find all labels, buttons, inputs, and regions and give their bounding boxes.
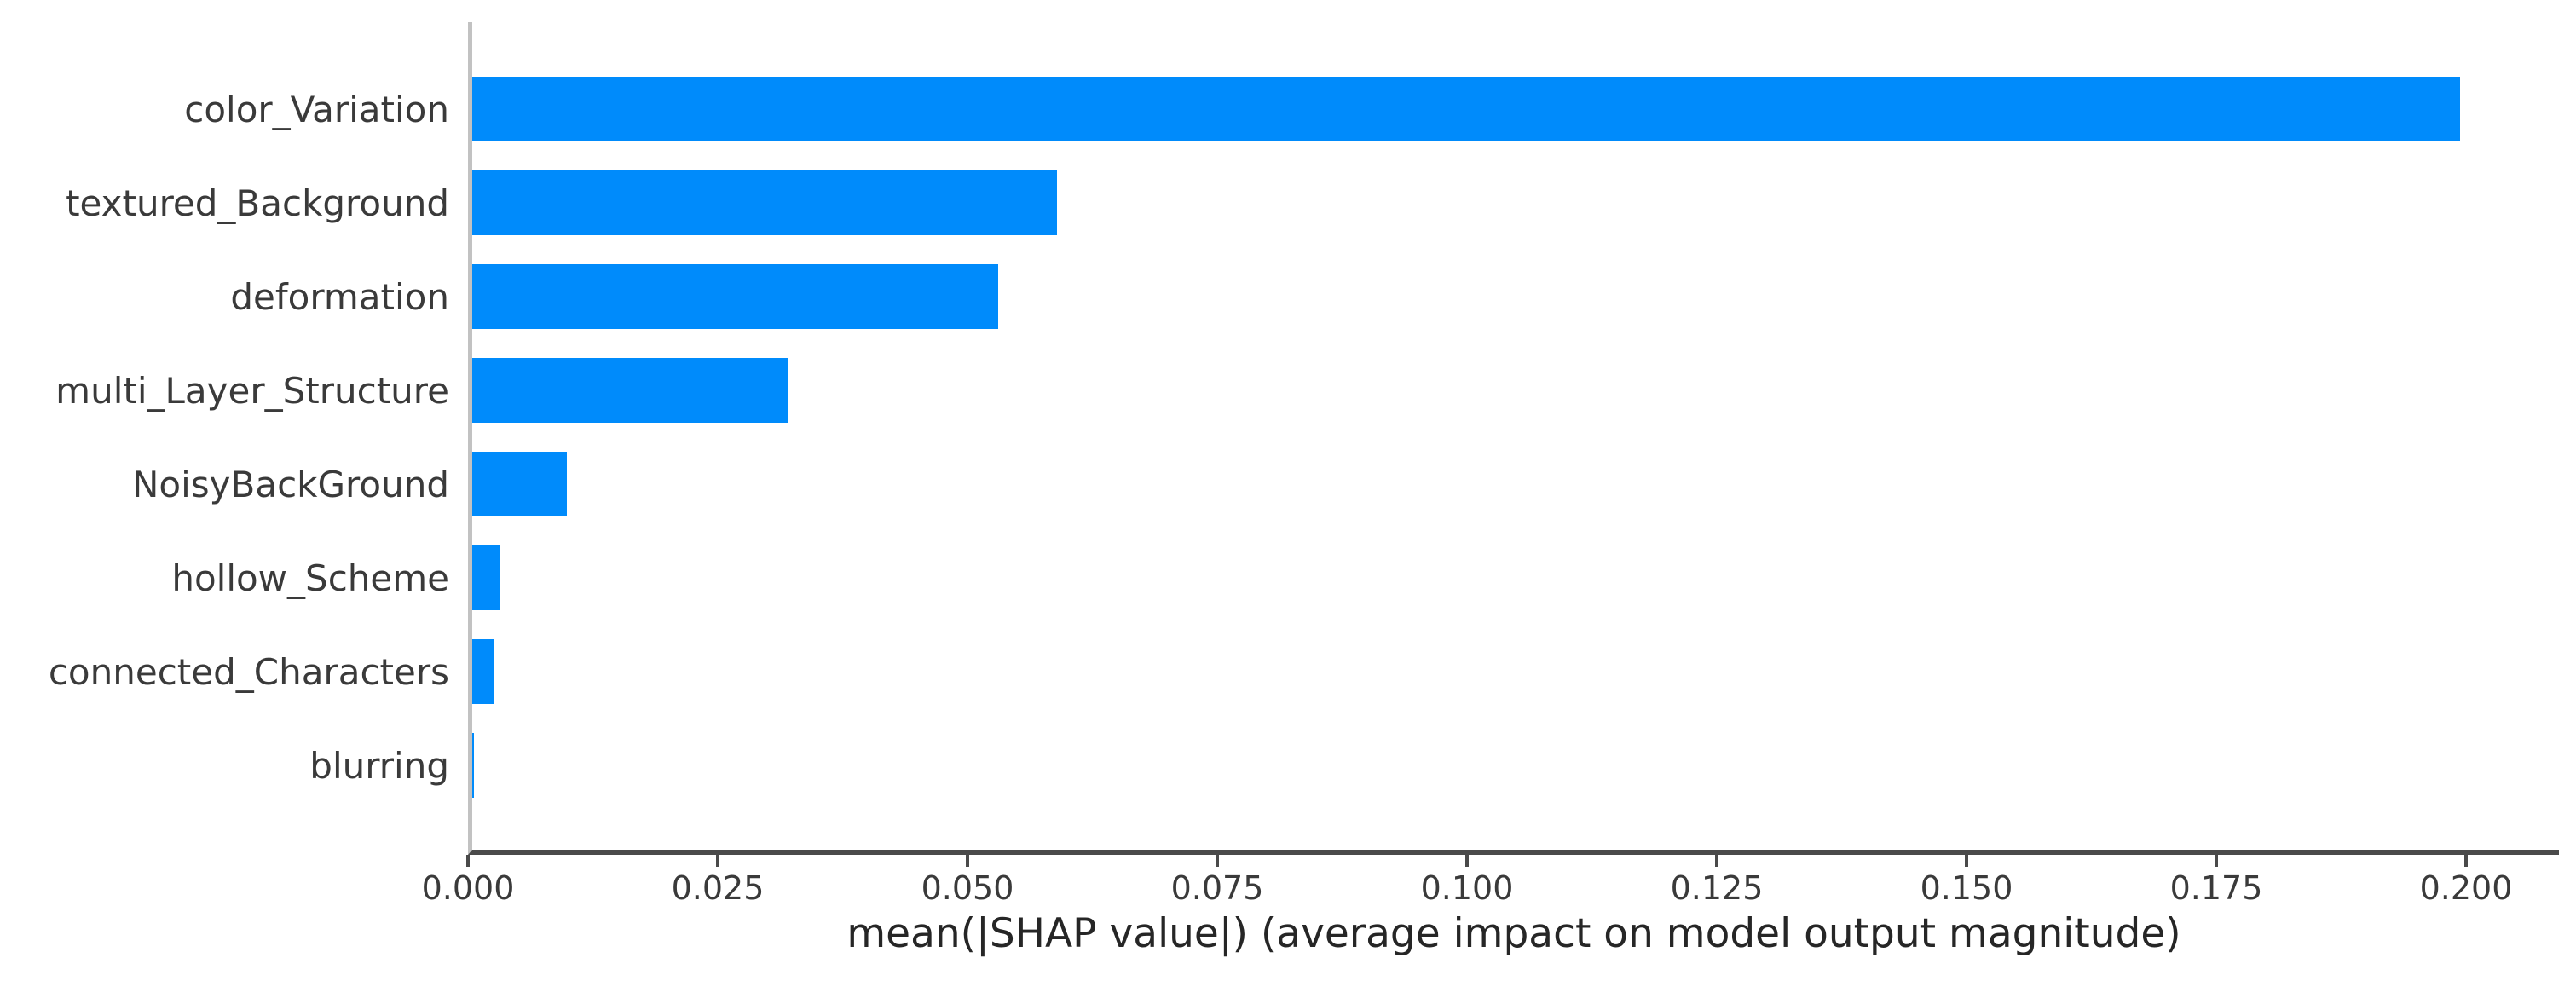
- x-tick-mark: [1715, 855, 1718, 867]
- bar-color-variation: [472, 77, 2461, 141]
- x-tick-mark: [1465, 855, 1469, 867]
- bar-textured-background: [472, 170, 1057, 235]
- y-tick-label: connected_Characters: [48, 650, 449, 693]
- plot-area: [468, 22, 2559, 855]
- x-tick-label: 0.050: [921, 869, 1014, 907]
- x-tick-mark: [2464, 855, 2468, 867]
- x-tick-label: 0.150: [1920, 869, 2013, 907]
- bar-row: deformation: [0, 250, 2576, 343]
- bar-row: NoisyBackGround: [0, 437, 2576, 531]
- bar-row: connected_Characters: [0, 625, 2576, 718]
- y-tick-label: blurring: [309, 744, 449, 787]
- x-tick-mark: [966, 855, 969, 867]
- bar-deformation: [472, 264, 998, 329]
- x-axis-title: mean(|SHAP value|) (average impact on mo…: [846, 910, 2181, 957]
- y-tick-label: NoisyBackGround: [132, 463, 449, 505]
- x-tick-mark: [2215, 855, 2218, 867]
- y-tick-label: color_Variation: [184, 88, 449, 130]
- bar-row: color_Variation: [0, 62, 2576, 156]
- x-tick-label: 0.125: [1670, 869, 1764, 907]
- x-tick-label: 0.175: [2169, 869, 2263, 907]
- y-tick-label: hollow_Scheme: [171, 557, 449, 599]
- bar-row: textured_Background: [0, 156, 2576, 250]
- y-tick-label: multi_Layer_Structure: [55, 369, 449, 412]
- x-tick-mark: [716, 855, 719, 867]
- x-tick-label: 0.100: [1420, 869, 1514, 907]
- x-tick-label: 0.025: [671, 869, 765, 907]
- y-tick-label: deformation: [230, 275, 449, 318]
- bar-connected-characters: [472, 639, 494, 704]
- bar-multi-layer-structure: [472, 358, 788, 423]
- bar-hollow-scheme: [472, 545, 500, 610]
- x-tick-label: 0.200: [2419, 869, 2513, 907]
- bar-row: blurring: [0, 718, 2576, 812]
- x-tick-label: 0.000: [421, 869, 515, 907]
- bar-noisy-background: [472, 452, 568, 516]
- bar-row: multi_Layer_Structure: [0, 343, 2576, 437]
- bar-blurring: [472, 733, 475, 798]
- x-tick-label: 0.075: [1170, 869, 1264, 907]
- x-tick-mark: [466, 855, 470, 867]
- x-tick-mark: [1216, 855, 1219, 867]
- bar-row: hollow_Scheme: [0, 531, 2576, 625]
- x-tick-mark: [1965, 855, 1968, 867]
- y-tick-label: textured_Background: [66, 182, 449, 224]
